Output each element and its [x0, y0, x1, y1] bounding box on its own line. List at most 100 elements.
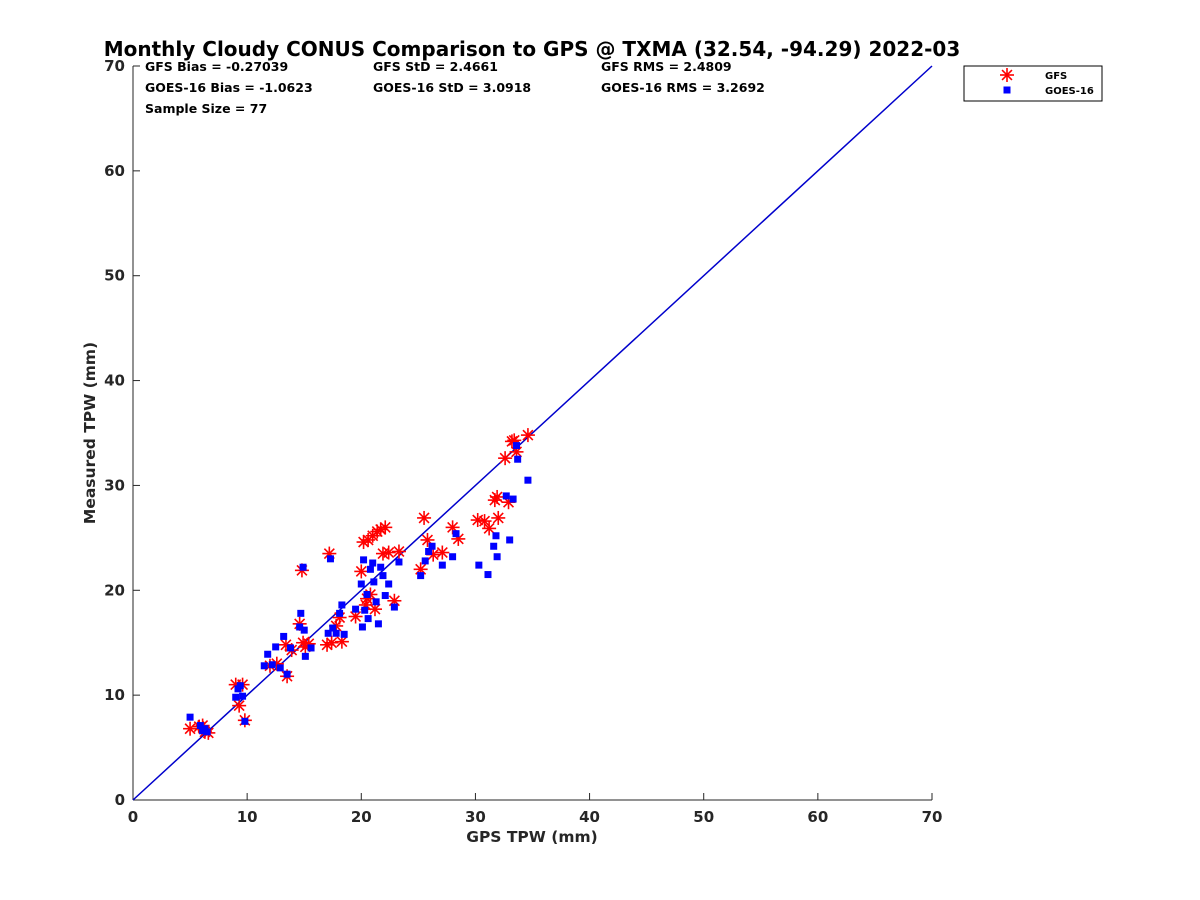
goes16-point [272, 643, 280, 651]
stat-sample-size: Sample Size = 77 [145, 101, 267, 116]
goes16-series [186, 442, 532, 736]
gfs-point [183, 721, 198, 736]
gfs-point [490, 489, 505, 504]
goes16-point [452, 530, 460, 538]
stat-goes-rms: GOES-16 RMS = 3.2692 [601, 80, 765, 95]
goes16-point [513, 442, 521, 450]
goes16-point [484, 571, 492, 579]
legend: GFS GOES-16 [963, 65, 1103, 102]
gfs-point [520, 428, 535, 443]
x-tick-label: 60 [807, 808, 828, 826]
goes16-point [352, 605, 360, 613]
goes16-point [232, 693, 240, 701]
goes16-point [338, 601, 346, 609]
one-to-one-line-group [132, 65, 933, 801]
y-tick-label: 40 [104, 372, 125, 390]
goes16-point [332, 629, 340, 637]
y-tick-label: 0 [115, 791, 125, 809]
goes16-point [301, 652, 309, 660]
goes16-point [239, 692, 247, 700]
legend-goes-label: GOES-16 [1045, 86, 1094, 97]
goes16-point [296, 623, 304, 631]
goes16-point [186, 713, 194, 721]
goes16-point [395, 558, 403, 566]
gfs-point [498, 451, 513, 466]
x-tick-label: 0 [128, 808, 138, 826]
goes16-point [283, 670, 291, 678]
chart-title: Monthly Cloudy CONUS Comparison to GPS @… [104, 37, 961, 61]
one-to-one-line [132, 65, 933, 801]
gfs-point [391, 544, 406, 559]
goes16-point [372, 598, 380, 606]
gfs-point [354, 564, 369, 579]
y-tick-label: 50 [104, 267, 125, 285]
goes16-point [236, 682, 244, 690]
x-tick-label: 40 [579, 808, 600, 826]
goes16-point [366, 565, 374, 573]
y-tick-label: 70 [104, 57, 125, 75]
x-axis-label: GPS TPW (mm) [466, 828, 598, 846]
goes16-point [428, 542, 436, 550]
gfs-point [381, 545, 396, 560]
goes16-point [506, 536, 514, 544]
x-tick-label: 50 [693, 808, 714, 826]
goes16-point [385, 580, 393, 588]
goes16-point [493, 553, 501, 561]
goes16-point [336, 609, 344, 617]
goes16-point [374, 620, 382, 628]
goes16-point [509, 495, 517, 503]
goes16-point [196, 722, 204, 730]
y-axis-label: Measured TPW (mm) [81, 342, 99, 524]
goes16-point [297, 609, 305, 617]
stats-block: GFS Bias = -0.27039 GFS StD = 2.4661 GFS… [145, 59, 765, 116]
x-tick-label: 30 [465, 808, 486, 826]
goes16-point [514, 455, 522, 463]
legend-gfs-label: GFS [1045, 71, 1067, 82]
goes16-point [364, 615, 372, 623]
goes16-point [241, 717, 249, 725]
gfs-point [417, 510, 432, 525]
goes16-point [360, 556, 368, 564]
gfs-point [324, 635, 339, 650]
goes16-point [324, 629, 332, 637]
y-tick-label: 30 [104, 476, 125, 494]
goes16-point [390, 603, 398, 611]
x-tick-label: 10 [237, 808, 258, 826]
gfs-point [378, 520, 393, 535]
y-tick-label: 20 [104, 581, 125, 599]
stat-goes-bias: GOES-16 Bias = -1.0623 [145, 80, 313, 95]
gfs-point [356, 535, 371, 550]
goes16-point [370, 578, 378, 586]
goes16-point [417, 572, 425, 580]
goes16-point [492, 532, 500, 540]
goes16-point [287, 644, 295, 652]
goes16-point [264, 650, 272, 658]
goes16-point [326, 555, 334, 563]
stat-gfs-bias: GFS Bias = -0.27039 [145, 59, 288, 74]
gfs-point [482, 521, 497, 536]
stat-goes-std: GOES-16 StD = 3.0918 [373, 80, 531, 95]
goes16-point [300, 626, 308, 634]
goes16-point [502, 492, 510, 500]
goes16-point [381, 592, 389, 600]
goes16-point [329, 624, 337, 632]
stat-gfs-std: GFS StD = 2.4661 [373, 59, 498, 74]
gfs-point [470, 513, 485, 528]
goes16-point [203, 728, 211, 736]
legend-goes-marker [1003, 86, 1011, 94]
gfs-point [232, 698, 247, 713]
goes16-point [475, 561, 483, 569]
goes16-point [260, 662, 268, 670]
gfs-point [435, 545, 450, 560]
x-tick-label: 70 [922, 808, 943, 826]
goes16-point [358, 623, 366, 631]
goes16-point [490, 542, 498, 550]
x-tick-label: 20 [351, 808, 372, 826]
legend-gfs-asterisk [1000, 68, 1014, 82]
goes16-point [357, 580, 365, 588]
legend-gfs-marker [1000, 68, 1014, 82]
goes16-point [363, 590, 371, 598]
stat-gfs-rms: GFS RMS = 2.4809 [601, 59, 732, 74]
gfs-point [477, 514, 492, 529]
